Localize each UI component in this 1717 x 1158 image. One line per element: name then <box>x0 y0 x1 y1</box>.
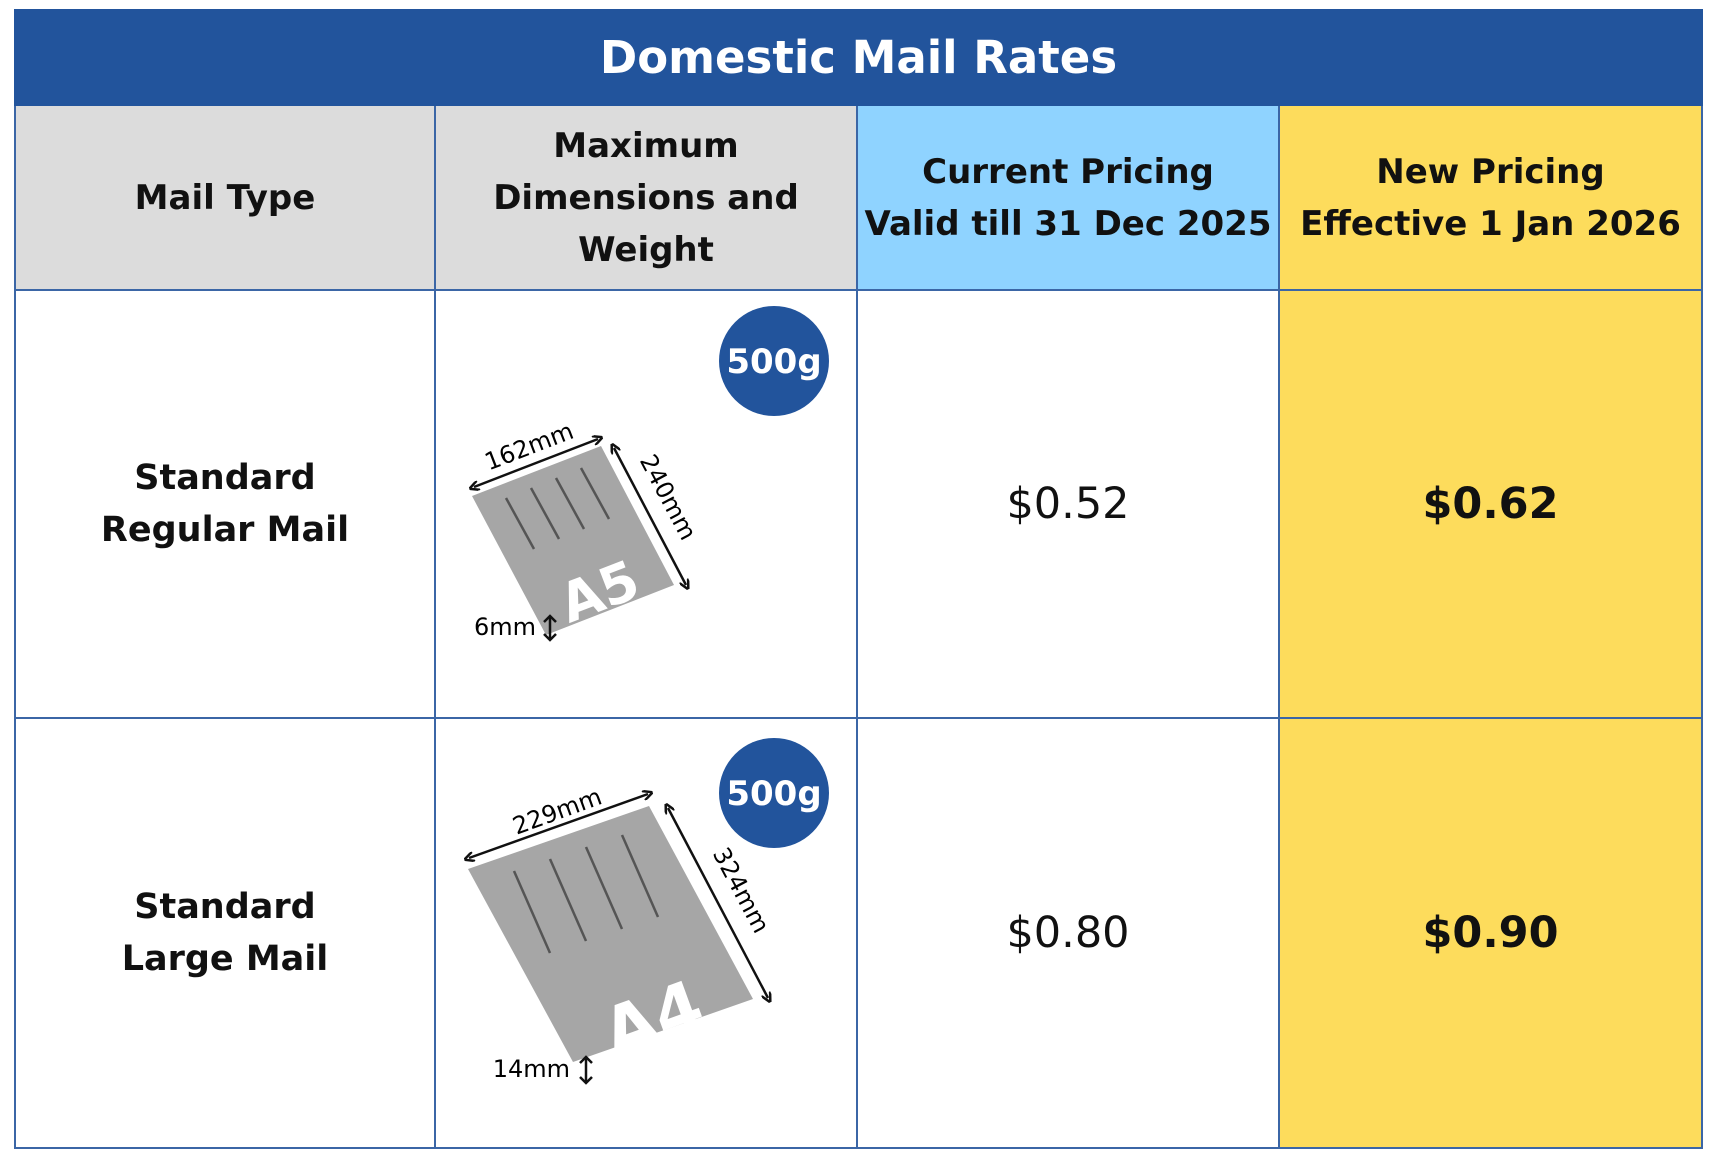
mail-type-line1: Standard <box>134 887 316 927</box>
height-label: 324mm <box>707 843 775 938</box>
new-price: $0.62 <box>1422 479 1559 529</box>
rates-table: Domestic Mail Rates Mail Type Maximum Di… <box>14 9 1703 1149</box>
row-regular-current-price: $0.52 <box>858 291 1280 719</box>
thickness-label: 14mm <box>493 1055 570 1083</box>
header-mail-type-label: Mail Type <box>134 177 316 218</box>
row-large-dimensions: A4 229mm 324mm 14mm 500g <box>436 719 858 1149</box>
header-dimensions-line3: Weight <box>578 229 714 270</box>
thickness-arrow-icon <box>543 614 557 642</box>
a5-envelope-illustration: A5 162mm 240mm 6mm 500g <box>436 306 829 642</box>
new-price: $0.90 <box>1422 908 1559 958</box>
weight-badge <box>719 738 829 848</box>
row-large-new-price: $0.90 <box>1280 719 1703 1149</box>
header-dimensions-line1: Maximum <box>553 125 739 166</box>
thickness-arrow-icon <box>579 1055 593 1085</box>
table-title: Domestic Mail Rates <box>14 9 1703 106</box>
header-new-line1: New Pricing <box>1376 151 1605 192</box>
row-regular-new-price: $0.62 <box>1280 291 1703 719</box>
mail-type-line2: Large Mail <box>121 939 329 979</box>
thickness-label: 6mm <box>474 613 536 641</box>
current-price: $0.52 <box>1006 479 1130 529</box>
height-arrow <box>668 808 768 998</box>
weight-badge <box>719 306 829 416</box>
row-regular-mail-type: Standard Regular Mail <box>14 291 436 719</box>
weight-label: 500g <box>726 342 821 382</box>
width-arrow <box>469 794 648 858</box>
rates-grid: Mail Type Maximum Dimensions and Weight … <box>14 106 1703 1149</box>
header-new-pricing: New Pricing Effective 1 Jan 2026 <box>1280 106 1703 291</box>
weight-label: 500g <box>726 774 821 814</box>
mail-type-line2: Regular Mail <box>100 510 350 550</box>
width-arrow <box>474 439 598 487</box>
header-new-line2: Effective 1 Jan 2026 <box>1300 203 1681 244</box>
header-current-line1: Current Pricing <box>922 151 1214 192</box>
header-dimensions: Maximum Dimensions and Weight <box>436 106 858 291</box>
header-current-pricing: Current Pricing Valid till 31 Dec 2025 <box>858 106 1280 291</box>
header-mail-type: Mail Type <box>14 106 436 291</box>
row-large-mail-type: Standard Large Mail <box>14 719 436 1149</box>
header-current-line2: Valid till 31 Dec 2025 <box>864 203 1272 244</box>
a4-envelope-illustration: A4 229mm 324mm 14mm 500g <box>436 738 829 1085</box>
header-dimensions-line2: Dimensions and <box>493 177 799 218</box>
height-arrow <box>614 448 686 585</box>
row-large-current-price: $0.80 <box>858 719 1280 1149</box>
current-price: $0.80 <box>1006 908 1130 958</box>
row-regular-dimensions: A5 162mm 240mm 6mm 500g <box>436 291 858 719</box>
mail-type-line1: Standard <box>134 458 316 498</box>
